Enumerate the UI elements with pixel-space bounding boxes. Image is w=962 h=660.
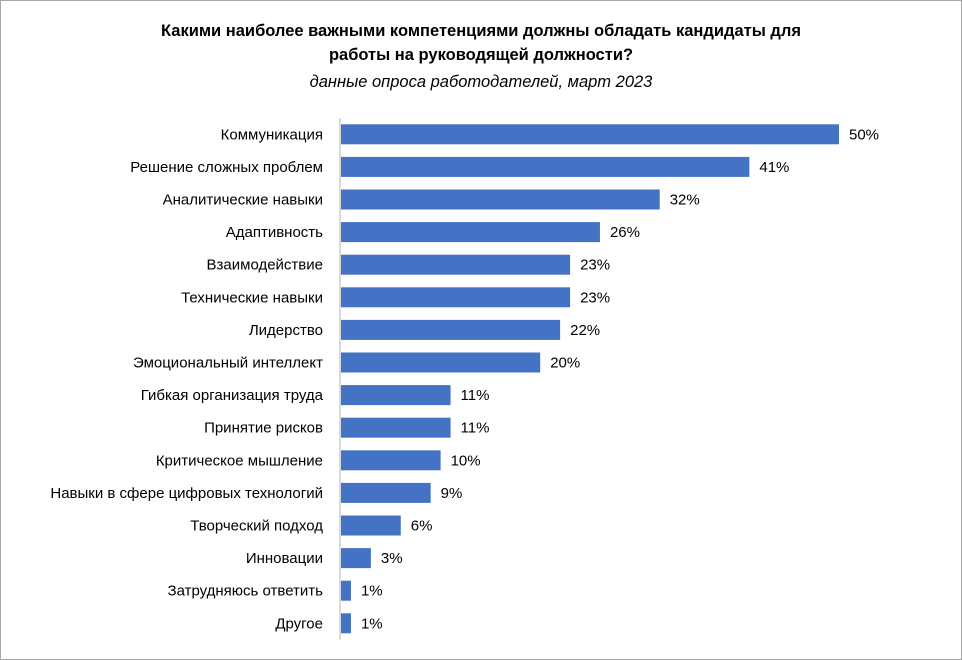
chart-title-line-2: работы на руководящей должности?: [328, 46, 634, 64]
bar: [341, 613, 351, 634]
category-label: Критическое мышление: [156, 452, 323, 469]
chart-subtitle: данные опроса работодателей, март 2023: [309, 73, 653, 91]
data-label: 10%: [451, 452, 481, 469]
bar: [341, 417, 451, 438]
data-label: 32%: [670, 192, 700, 209]
bar: [341, 385, 451, 406]
category-label: Творческий подход: [190, 518, 323, 535]
bar: [341, 156, 750, 177]
data-label: 3%: [381, 550, 403, 567]
data-label: 9%: [441, 485, 463, 502]
category-label: Взаимодействие: [207, 257, 323, 274]
category-label: Гибкая организация труда: [141, 387, 324, 404]
category-label: Технические навыки: [181, 289, 323, 306]
data-label: 23%: [580, 257, 610, 274]
category-label: Эмоциональный интеллект: [133, 355, 323, 372]
data-label: 1%: [361, 583, 383, 600]
bar: [341, 287, 571, 308]
data-label: 26%: [610, 224, 640, 241]
category-label: Другое: [275, 615, 323, 632]
bar: [341, 515, 401, 536]
data-label: 11%: [461, 387, 490, 404]
chart-title-line-1: Какими наиболее важными компетенциями до…: [161, 22, 801, 40]
bar: [341, 352, 541, 373]
category-label: Инновации: [246, 550, 323, 567]
data-label: 20%: [550, 355, 580, 372]
category-label: Лидерство: [249, 322, 323, 339]
data-label: 6%: [411, 518, 433, 535]
bar: [341, 548, 371, 569]
data-label: 23%: [580, 289, 610, 306]
data-label: 1%: [361, 615, 383, 632]
category-label: Принятие рисков: [204, 420, 323, 437]
category-label: Адаптивность: [226, 224, 323, 241]
category-label: Аналитические навыки: [163, 192, 323, 209]
category-label: Навыки в сфере цифровых технологий: [50, 485, 323, 502]
category-label: Решение сложных проблем: [130, 159, 323, 176]
category-label: Затрудняюсь ответить: [168, 583, 324, 600]
category-label: Коммуникация: [221, 126, 323, 143]
bar: [341, 580, 351, 601]
bar: [341, 254, 571, 275]
bar: [341, 450, 441, 471]
bar: [341, 482, 431, 503]
bar: [341, 222, 600, 243]
data-label: 22%: [570, 322, 600, 339]
data-label: 11%: [461, 420, 490, 437]
data-label: 50%: [849, 126, 879, 143]
bar: [341, 124, 839, 145]
bar: [341, 189, 660, 210]
bar: [341, 319, 561, 340]
data-label: 41%: [759, 159, 789, 176]
